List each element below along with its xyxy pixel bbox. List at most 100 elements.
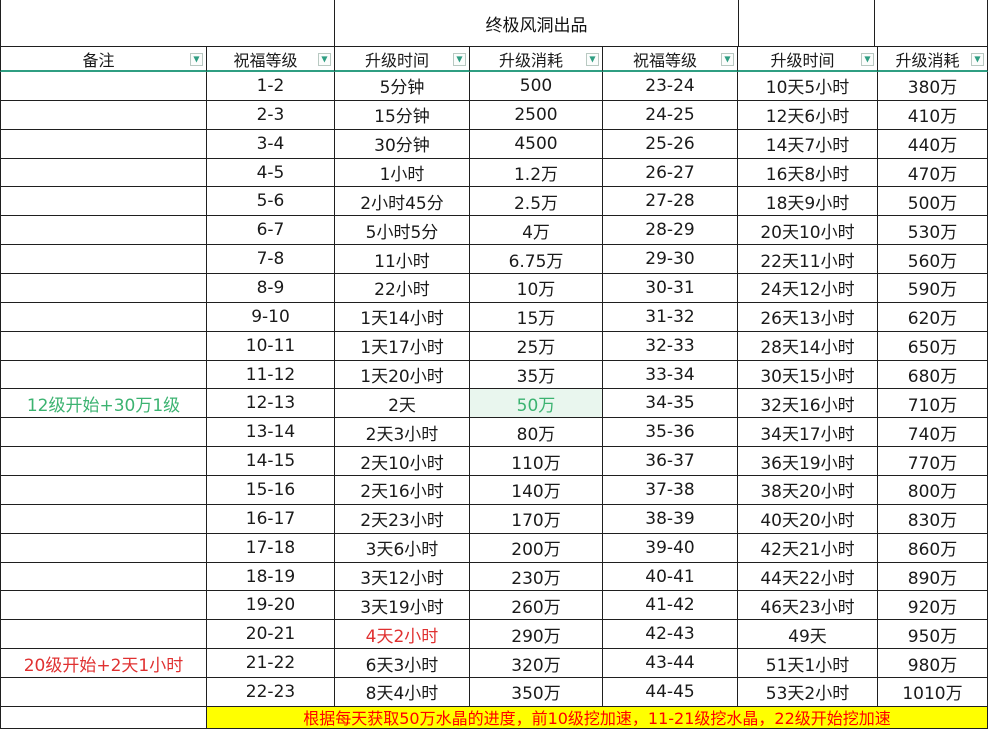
column-header-label: 升级时间: [770, 50, 835, 70]
cost-cell-right: 800万: [878, 476, 988, 505]
level-cell-right: 29-30: [603, 245, 738, 275]
filter-dropdown-button[interactable]: ▼: [453, 53, 466, 66]
note-cell: [0, 447, 207, 477]
cost-cell-left: 1.2万: [470, 158, 603, 188]
time-cell-left: 1天20小时: [335, 360, 470, 390]
cost-cell-left: 350万: [470, 678, 603, 707]
banner-row: 根据每天获取50万水晶的进度，前10级挖加速，11-21级挖水晶，22级开始挖加…: [0, 706, 988, 729]
note-cell: [0, 476, 207, 505]
time-cell-left: 1天17小时: [335, 331, 470, 361]
cost-cell-left: 80万: [470, 418, 603, 448]
time-cell-right: 42天21小时: [738, 533, 878, 563]
table-header-row: 备注 ▼ 祝福等级 ▼ 升级时间 ▼ 升级消耗 ▼ 祝福等级 ▼ 升级时间 ▼ …: [0, 47, 988, 72]
level-cell-left: 18-19: [207, 562, 335, 592]
level-cell-right: 25-26: [603, 129, 738, 159]
level-cell-left: 21-22: [207, 649, 335, 679]
level-cell-right: 44-45: [603, 678, 738, 707]
cost-cell-right: 830万: [878, 504, 988, 534]
time-cell-left: 2天10小时: [335, 447, 470, 477]
level-cell-left: 22-23: [207, 678, 335, 707]
sheet-title: 终极风洞出品: [335, 0, 739, 47]
level-cell-right: 32-33: [603, 331, 738, 361]
filter-arrow-icon: ▼: [589, 54, 596, 63]
note-cell: [0, 504, 207, 534]
level-cell-left: 13-14: [207, 418, 335, 448]
level-cell-right: 34-35: [603, 389, 738, 419]
time-cell-left: 6天3小时: [335, 649, 470, 679]
table-body: 1-2 5分钟 500 23-24 10天5小时 380万 2-3 15分钟 2500 24-25…: [0, 72, 988, 707]
cost-cell-left: 15万: [470, 302, 603, 332]
time-cell-right: 40天20小时: [738, 504, 878, 534]
cost-cell-left: 290万: [470, 620, 603, 650]
table-row: 20-21 4天2小时 290万 42-43 49天 950万: [0, 620, 988, 650]
cost-cell-right: 860万: [878, 533, 988, 563]
column-header-upgrade-cost-left: 升级消耗 ▼: [470, 47, 603, 72]
cost-cell-left: 500: [470, 72, 603, 101]
time-cell-left: 1天14小时: [335, 302, 470, 332]
cost-cell-right: 1010万: [878, 678, 988, 707]
level-cell-right: 28-29: [603, 216, 738, 246]
filter-arrow-icon: ▼: [321, 54, 328, 63]
level-cell-right: 37-38: [603, 476, 738, 505]
time-cell-left: 5小时5分: [335, 216, 470, 246]
level-cell-left: 16-17: [207, 504, 335, 534]
cost-cell-left: 4500: [470, 129, 603, 159]
time-cell-right: 14天7小时: [738, 129, 878, 159]
table-row: 3-4 30分钟 4500 25-26 14天7小时 440万: [0, 129, 988, 159]
level-cell-left: 7-8: [207, 245, 335, 275]
cost-cell-right: 890万: [878, 562, 988, 592]
time-cell-right: 32天16小时: [738, 389, 878, 419]
time-cell-left: 4天2小时: [335, 620, 470, 650]
cost-cell-left: 2500: [470, 100, 603, 130]
title-row-empty-cell: [739, 0, 875, 47]
note-cell: 12级开始+30万1级: [0, 389, 207, 419]
filter-dropdown-button[interactable]: ▼: [971, 53, 984, 66]
table-row: 1-2 5分钟 500 23-24 10天5小时 380万: [0, 72, 988, 101]
banner-text: 根据每天获取50万水晶的进度，前10级挖加速，11-21级挖水晶，22级开始挖加…: [207, 706, 988, 729]
cost-cell-right: 560万: [878, 245, 988, 275]
note-cell: [0, 620, 207, 650]
level-cell-left: 1-2: [207, 72, 335, 101]
level-cell-left: 12-13: [207, 389, 335, 419]
time-cell-right: 24天12小时: [738, 274, 878, 303]
level-cell-left: 8-9: [207, 274, 335, 303]
time-cell-right: 34天17小时: [738, 418, 878, 448]
level-cell-right: 31-32: [603, 302, 738, 332]
column-header-label: 祝福等级: [632, 50, 697, 70]
filter-arrow-icon: ▼: [724, 54, 731, 63]
filter-dropdown-button[interactable]: ▼: [318, 53, 331, 66]
time-cell-right: 22天11小时: [738, 245, 878, 275]
time-cell-right: 18天9小时: [738, 187, 878, 217]
time-cell-left: 2小时45分: [335, 187, 470, 217]
cost-cell-left: 10万: [470, 274, 603, 303]
level-cell-left: 3-4: [207, 129, 335, 159]
level-cell-left: 4-5: [207, 158, 335, 188]
cost-cell-left: 200万: [470, 533, 603, 563]
level-cell-right: 30-31: [603, 274, 738, 303]
time-cell-left: 22小时: [335, 274, 470, 303]
table-row: 8-9 22小时 10万 30-31 24天12小时 590万: [0, 274, 988, 303]
table-row: 19-20 3天19小时 260万 41-42 46天23小时 920万: [0, 591, 988, 621]
note-cell: [0, 216, 207, 246]
time-cell-left: 11小时: [335, 245, 470, 275]
note-cell: [0, 533, 207, 563]
level-cell-left: 10-11: [207, 331, 335, 361]
level-cell-right: 42-43: [603, 620, 738, 650]
filter-dropdown-button[interactable]: ▼: [190, 53, 203, 66]
cost-cell-right: 920万: [878, 591, 988, 621]
filter-dropdown-button[interactable]: ▼: [586, 53, 599, 66]
time-cell-left: 15分钟: [335, 100, 470, 130]
cost-cell-right: 440万: [878, 129, 988, 159]
filter-dropdown-button[interactable]: ▼: [721, 53, 734, 66]
note-cell: [0, 129, 207, 159]
filter-dropdown-button[interactable]: ▼: [861, 53, 874, 66]
level-cell-right: 33-34: [603, 360, 738, 390]
time-cell-right: 30天15小时: [738, 360, 878, 390]
level-cell-left: 11-12: [207, 360, 335, 390]
cost-cell-left: 230万: [470, 562, 603, 592]
level-cell-left: 20-21: [207, 620, 335, 650]
time-cell-right: 46天23小时: [738, 591, 878, 621]
level-cell-left: 2-3: [207, 100, 335, 130]
time-cell-left: 2天3小时: [335, 418, 470, 448]
title-row: 终极风洞出品: [0, 0, 988, 47]
